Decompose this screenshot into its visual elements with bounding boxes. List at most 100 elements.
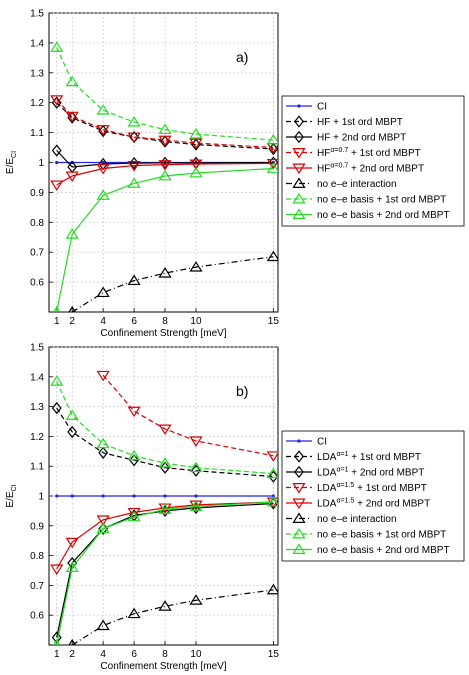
legend-swatch-marker [292, 163, 306, 175]
legend-entry-label: HF [317, 148, 330, 159]
data-point-4 [50, 564, 64, 576]
y-axis-label-main: E/E [5, 158, 16, 174]
data-point-0 [55, 494, 59, 498]
legend-entry-superscript: α=1.5 [336, 482, 354, 489]
data-point-2 [51, 144, 62, 157]
legend-entry-label: LDA [317, 483, 337, 494]
legend-swatch-marker [297, 439, 301, 443]
x-tick-label: 4 [100, 649, 106, 660]
legend-entry-label: no e–e basis + 1st ord MBPT [317, 195, 446, 206]
legend-swatch-marker [294, 130, 304, 144]
data-point-7 [158, 503, 172, 514]
series-line-6 [56, 47, 274, 141]
data-point-4 [266, 158, 278, 170]
data-point-0 [194, 494, 198, 498]
legend-entry-label: HF [317, 164, 330, 175]
legend-swatch-marker [294, 115, 304, 128]
x-tick-label: 10 [190, 316, 202, 327]
legend: CI LDAα=1 + 1st ord MBPT LDAα=1 + 2nd ord … [281, 430, 465, 562]
data-point-5 [266, 583, 278, 595]
x-tick-label: 6 [131, 316, 137, 327]
data-point-4 [65, 537, 79, 549]
legend-entry-label: no e–e basis + 2nd ord MBPT [317, 545, 450, 556]
y-axis-label-subscript: CI [11, 484, 18, 491]
series-line-7 [56, 501, 274, 645]
y-tick-label: 0.9 [30, 188, 44, 199]
legend-entry-2: HF + 2nd ord MBPT [317, 133, 406, 144]
chart-panel-a: 1 2 4 6 8 10 150.60.70.80.911.11.21.31.41.5Con… [5, 9, 465, 339]
data-point-3 [50, 95, 64, 106]
data-point-5 [158, 600, 172, 611]
data-point-5 [158, 267, 172, 278]
y-tick-label: 1.5 [30, 343, 44, 354]
data-point-7 [65, 228, 79, 239]
data-point-7 [65, 561, 79, 572]
legend-swatch-marker [292, 148, 306, 159]
legend-entry-4: LDAα=1.5 + 2nd ord MBPT [317, 498, 430, 510]
data-point-3 [127, 406, 141, 418]
series-line-3 [102, 374, 274, 457]
data-point-1 [51, 401, 62, 415]
legend-entry-tail: + 2nd ord MBPT [354, 499, 430, 510]
y-tick-label: 1.1 [30, 128, 44, 139]
y-tick-label: 1.2 [30, 432, 44, 443]
legend-swatch-marker [292, 192, 306, 204]
y-tick-label: 0.6 [30, 611, 44, 622]
x-tick-label: 2 [69, 649, 75, 660]
series-line-6 [56, 381, 274, 475]
legend-entry-4: HFα=0.7 + 2nd ord MBPT [317, 163, 424, 175]
data-point-6 [96, 437, 110, 449]
legend-entry-6: no e–e basis + 1st ord MBPT [317, 530, 446, 541]
series-layer [50, 41, 278, 312]
legend-swatch-marker [292, 177, 306, 188]
x-tick-label: 10 [190, 649, 202, 660]
data-point-6 [65, 409, 79, 420]
x-tick-label: 15 [268, 649, 280, 660]
legend-entry-2: LDAα=1 + 2nd ord MBPT [317, 467, 424, 479]
data-point-3 [189, 138, 203, 150]
data-point-6 [50, 41, 64, 52]
data-point-6 [127, 449, 141, 461]
data-point-7 [189, 166, 203, 178]
legend-entry-5: no e–e interaction [317, 514, 397, 525]
x-tick-label: 2 [69, 316, 75, 327]
data-point-4 [189, 159, 203, 171]
x-axis-label: Confinement Strength [meV] [100, 328, 226, 339]
data-point-6 [50, 375, 64, 386]
legend-entry-tail: + 1st ord MBPT [354, 483, 427, 494]
x-tick-label: 4 [100, 316, 106, 327]
data-point-6 [158, 457, 172, 468]
data-point-5 [189, 594, 203, 605]
data-point-0 [55, 160, 59, 165]
data-point-4 [96, 515, 110, 526]
data-point-3 [65, 111, 79, 123]
legend-entry-label: CI [317, 437, 327, 448]
data-point-3 [189, 436, 203, 447]
legend-entry-label: no e–e basis + 2nd ord MBPT [317, 210, 450, 221]
panel-label: b) [236, 383, 248, 399]
legend-entry-6: no e–e basis + 1st ord MBPT [317, 195, 446, 206]
legend-entry-1: HF + 1st ord MBPT [317, 117, 403, 128]
data-point-6 [266, 467, 278, 479]
data-point-7 [96, 189, 110, 200]
legend-entry-label: HF + 1st ord MBPT [317, 117, 403, 128]
x-tick-label: 1 [54, 649, 60, 660]
data-point-6 [158, 123, 172, 135]
legend-swatch-marker [292, 527, 306, 539]
legend-entry-label: CI [317, 102, 327, 113]
legend-entry-1: LDAα=1 + 1st ord MBPT [317, 451, 421, 463]
legend-entry-tail: + 2nd ord MBPT [348, 468, 424, 479]
legend-entry-7: no e–e basis + 2nd ord MBPT [317, 210, 450, 221]
legend-entry-3: LDAα=1.5 + 1st ord MBPT [317, 482, 427, 494]
y-axis-label: E/ECI [5, 151, 18, 174]
y-tick-label: 1.1 [30, 462, 44, 473]
data-point-6 [266, 133, 278, 145]
y-axis-label-subscript: CI [11, 151, 18, 158]
data-point-3 [96, 125, 110, 136]
x-axis-label: Confinement Strength [meV] [100, 661, 226, 672]
legend-swatch-marker [297, 104, 301, 108]
legend-swatch-marker [292, 498, 306, 510]
data-point-5 [68, 305, 77, 312]
data-point-6 [189, 461, 203, 473]
data-point-7 [158, 169, 172, 181]
